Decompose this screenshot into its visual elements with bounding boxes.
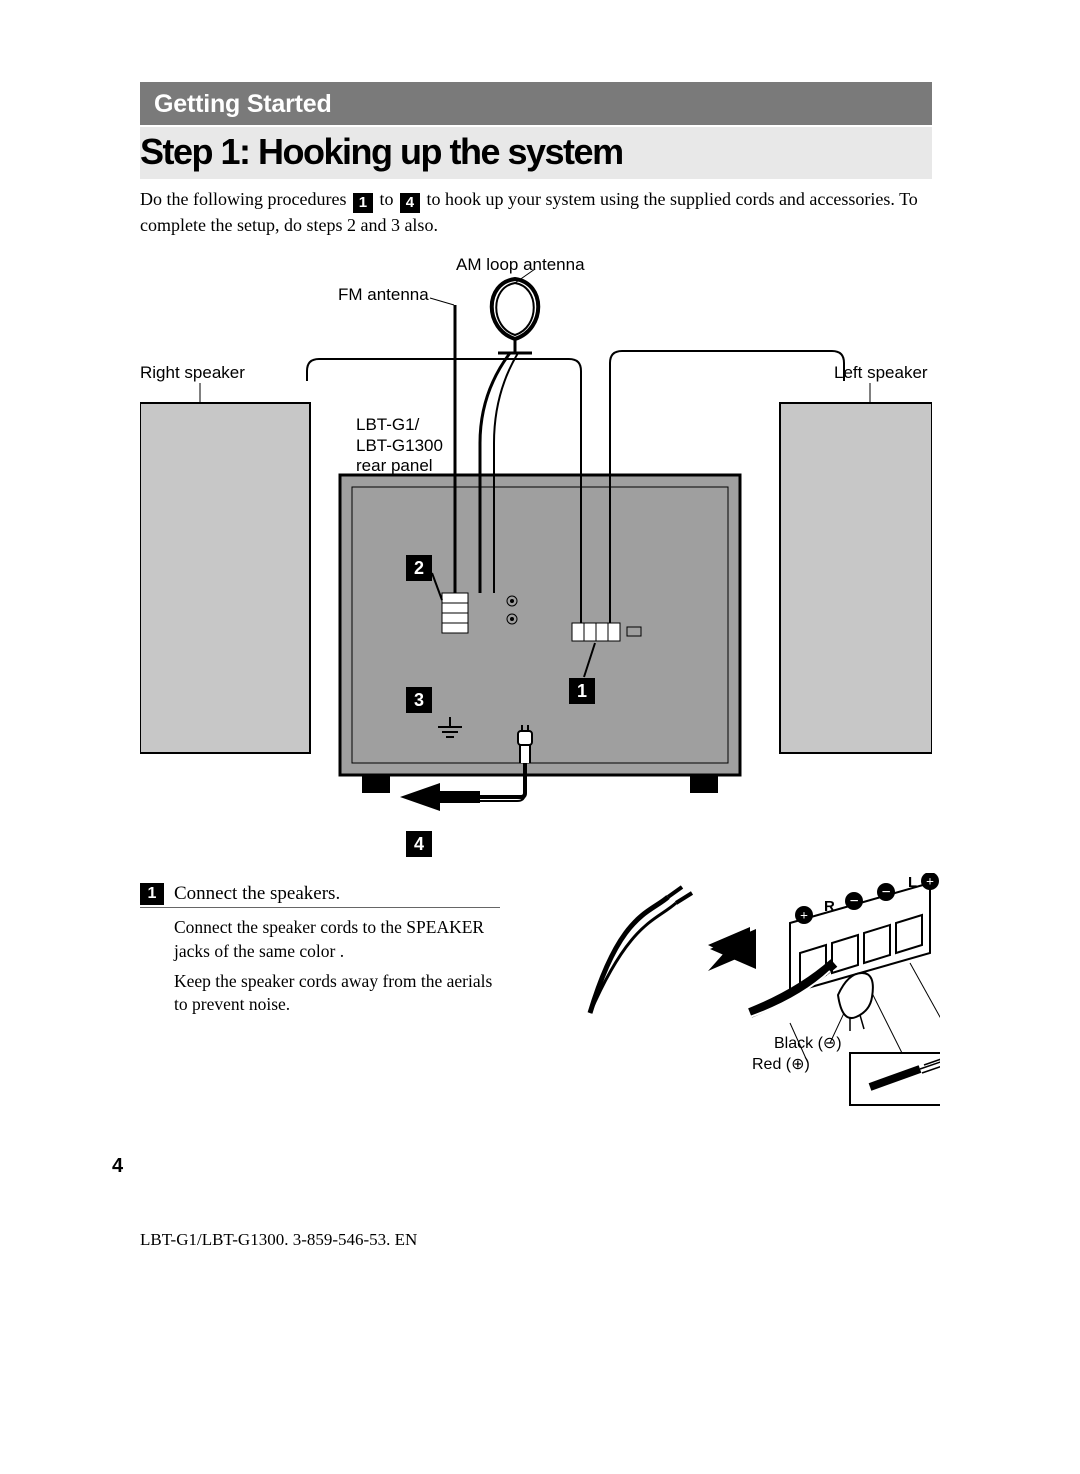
page-number: 4 [112, 1155, 123, 1178]
rear-panel-line3: rear panel [356, 456, 433, 475]
callout-1: 1 [569, 678, 595, 704]
label-right-speaker: Right speaker [140, 363, 245, 383]
label-am-antenna: AM loop antenna [456, 255, 585, 275]
instruction-1: 1 Connect the speakers. Connect the spea… [140, 883, 932, 1017]
inline-callout-4: 4 [400, 193, 420, 213]
svg-text:+: + [800, 909, 808, 924]
instruction-1-title: Connect the speakers. [174, 883, 340, 905]
title-band: Step 1: Hooking up the system [140, 127, 932, 179]
callout-3: 3 [406, 687, 432, 713]
page-title: Step 1: Hooking up the system [140, 129, 932, 175]
label-left-speaker: Left speaker [834, 363, 928, 383]
label-rear-panel: LBT-G1/ LBT-G1300 rear panel [356, 415, 443, 476]
speaker-terminal-diagram: + − − + R L [560, 873, 940, 1133]
callout-4: 4 [406, 831, 432, 857]
svg-text:L: L [908, 874, 917, 891]
instruction-1-line2: Keep the speaker cords away from the aer… [174, 970, 500, 1017]
callout-2: 2 [406, 555, 432, 581]
manual-page: Getting Started Step 1: Hooking up the s… [140, 50, 932, 1017]
rear-panel-line2: LBT-G1300 [356, 436, 443, 455]
intro-text-mid: to [379, 189, 398, 209]
instruction-1-heading: 1 Connect the speakers. [140, 883, 500, 908]
intro-text-before: Do the following procedures [140, 189, 351, 209]
instruction-1-line1: Connect the speaker cords to the SPEAKER… [174, 916, 500, 963]
svg-text:Red (⊕): Red (⊕) [752, 1056, 810, 1073]
footer-text: LBT-G1/LBT-G1300. 3-859-546-53. EN [140, 1230, 417, 1250]
svg-text:−: − [881, 884, 890, 901]
svg-text:R: R [824, 898, 835, 915]
label-fm-antenna: FM antenna [338, 285, 429, 305]
svg-text:−: − [849, 893, 858, 910]
svg-text:Black (⊖): Black (⊖) [774, 1035, 842, 1052]
inline-callout-1: 1 [353, 193, 373, 213]
hookup-diagram: AM loop antenna FM antenna Right speaker… [140, 255, 932, 875]
instruction-1-number: 1 [140, 883, 164, 905]
section-header: Getting Started [140, 82, 932, 125]
svg-text:+: + [926, 875, 934, 890]
intro-text: Do the following procedures 1 to 4 to ho… [140, 187, 932, 237]
instruction-1-body: Connect the speaker cords to the SPEAKER… [140, 916, 500, 1017]
hookup-svg [140, 255, 932, 875]
rear-panel-line1: LBT-G1/ [356, 415, 419, 434]
